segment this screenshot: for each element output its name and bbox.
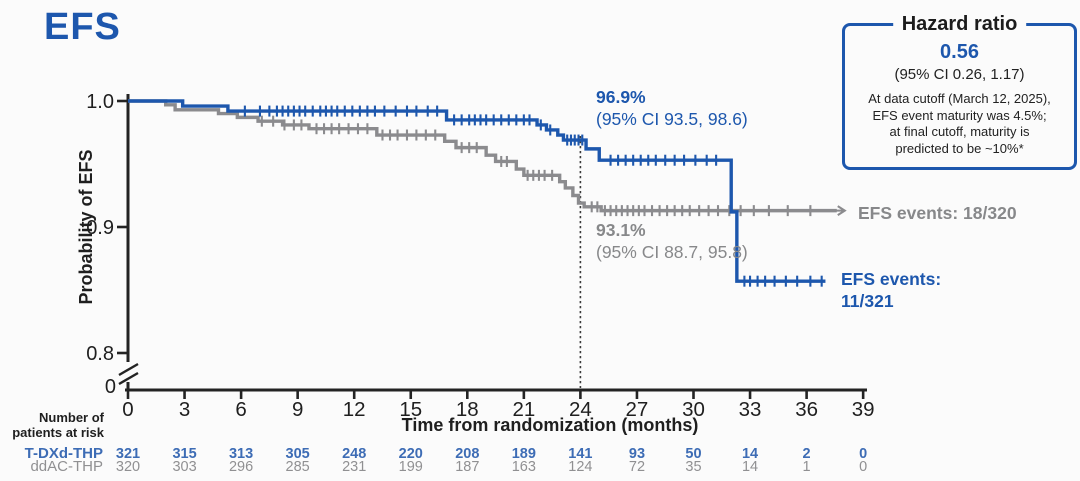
- x-tick-label: 39: [852, 398, 875, 421]
- x-tick-label: 3: [179, 398, 190, 421]
- axis-break-icon: [118, 362, 139, 377]
- hr-note-line: at final cutoff, maturity is: [889, 124, 1030, 139]
- risk-value-tdxd: 315: [172, 446, 196, 462]
- risk-value-tdxd: 220: [399, 446, 423, 462]
- x-tick-label: 6: [235, 398, 246, 421]
- x-tick-label: 0: [122, 398, 133, 421]
- hr-note-line: EFS event maturity was 4.5%;: [872, 107, 1047, 123]
- page-title: EFS: [44, 6, 121, 48]
- risk-value-tdxd: 0: [859, 446, 867, 462]
- x-tick-label: 18: [456, 398, 479, 421]
- km-curve-tdxd: [128, 99, 826, 283]
- hazard-ratio-ci: (95% CI 0.26, 1.17): [894, 66, 1025, 83]
- risk-value-ddac: 296: [229, 459, 253, 475]
- risk-value-tdxd: 248: [342, 446, 366, 462]
- risk-value-ddac: 231: [342, 459, 366, 475]
- x-tick-label: 15: [399, 398, 422, 421]
- risk-value-ddac: 163: [512, 459, 536, 475]
- risk-value-tdxd: 2: [803, 446, 811, 462]
- hazard-ratio-value: 0.56: [940, 41, 979, 63]
- x-tick-label: 9: [292, 398, 303, 421]
- x-tick-label: 21: [512, 398, 535, 421]
- risk-value-tdxd: 141: [568, 446, 592, 462]
- risk-value-tdxd: 189: [512, 446, 536, 462]
- y-tick-label: 0.9: [86, 217, 114, 239]
- y-zero-label: 0: [105, 376, 116, 398]
- risk-value-ddac: 199: [399, 459, 423, 475]
- risk-value-tdxd: 305: [286, 446, 310, 462]
- hazard-ratio-note: At data cutoff (March 12, 2025), EFS eve…: [845, 91, 1074, 157]
- risk-value-tdxd: 14: [742, 446, 758, 462]
- risk-row-label-ddac: ddAC-THP: [30, 458, 103, 475]
- y-axis-title: Probability of EFS: [76, 149, 96, 305]
- risk-value-tdxd: 313: [229, 446, 253, 462]
- tdxd-events-line2: 11/321: [841, 290, 894, 311]
- hazard-ratio-frame: 0.56 (95% CI 0.26, 1.17) At data cutoff …: [842, 23, 1077, 170]
- risk-value-ddac: 14: [742, 459, 758, 475]
- tdxd-landmark-value: 96.9%: [596, 87, 646, 107]
- risk-value-ddac: 0: [859, 459, 867, 475]
- risk-value-ddac: 72: [629, 459, 645, 475]
- risk-value-ddac: 1: [803, 459, 811, 475]
- x-axis-title: Time from randomization (months): [401, 415, 699, 435]
- risk-value-tdxd: 93: [629, 446, 645, 462]
- risk-header-line2: patients at risk: [12, 424, 104, 440]
- hr-note-line: predicted to be ~10%*: [895, 140, 1024, 156]
- x-tick-label: 36: [795, 398, 818, 421]
- tdxd-landmark-annotation: 96.9% (95% CI 93.5, 98.6): [596, 86, 748, 130]
- risk-table-header: Number of patients at risk: [0, 410, 104, 440]
- risk-value-ddac: 320: [116, 459, 140, 475]
- risk-value-ddac: 124: [568, 459, 592, 475]
- risk-value-ddac: 285: [286, 459, 310, 475]
- hr-note-line: At data cutoff (March 12, 2025),: [868, 91, 1051, 106]
- tdxd-events-line1: EFS events:: [841, 269, 942, 289]
- hazard-ratio-box: Hazard ratio 0.56 (95% CI 0.26, 1.17) At…: [842, 12, 1077, 172]
- risk-value-tdxd: 321: [116, 446, 140, 462]
- risk-value-ddac: 187: [455, 459, 479, 475]
- ddac-end-arrow-icon: [835, 205, 847, 217]
- ddac-landmark-annotation: 93.1% (95% CI 88.7, 95.8): [596, 219, 748, 263]
- x-tick-label: 30: [682, 398, 705, 421]
- x-tick-label: 27: [626, 398, 649, 421]
- tdxd-landmark-ci: (95% CI 93.5, 98.6): [596, 109, 748, 129]
- y-tick-label: 1.0: [86, 91, 114, 113]
- axis-break-icon: [118, 371, 139, 386]
- risk-row-label-tdxd: T-DXd-THP: [25, 445, 103, 462]
- risk-value-tdxd: 208: [455, 446, 479, 462]
- ddac-landmark-value: 93.1%: [596, 220, 646, 240]
- risk-header-line1: Number of: [39, 410, 104, 425]
- x-tick-label: 12: [343, 398, 366, 421]
- tdxd-events-label: EFS events: 11/321: [841, 269, 941, 312]
- x-tick-label: 24: [569, 398, 592, 421]
- risk-value-tdxd: 50: [685, 446, 701, 462]
- ddac-events-label: EFS events: 18/320: [858, 203, 1017, 223]
- ddac-landmark-ci: (95% CI 88.7, 95.8): [596, 242, 748, 262]
- risk-value-ddac: 35: [685, 459, 701, 475]
- y-tick-label: 0.8: [86, 343, 114, 365]
- hazard-ratio-title: Hazard ratio: [892, 13, 1027, 36]
- x-tick-label: 33: [739, 398, 762, 421]
- km-curve-ddac: [128, 99, 837, 213]
- risk-value-ddac: 303: [172, 459, 196, 475]
